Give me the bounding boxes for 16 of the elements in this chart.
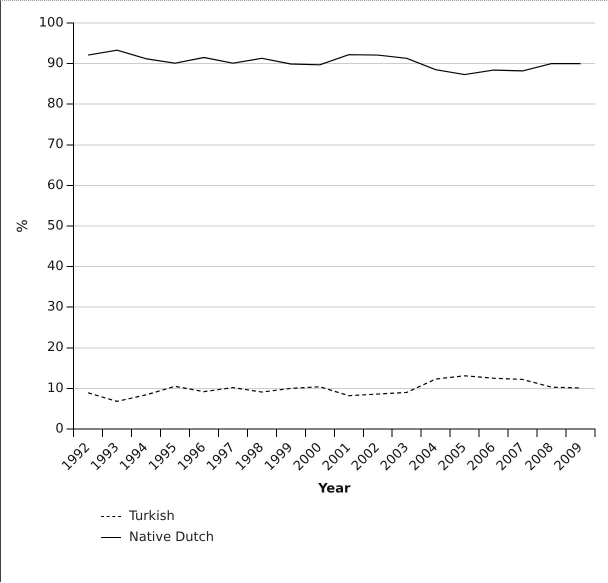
y-axis-title: % xyxy=(15,219,32,233)
y-tick-label: 20 xyxy=(47,340,64,356)
y-tick-label: 80 xyxy=(47,96,64,112)
y-tick-label: 90 xyxy=(47,56,64,71)
legend-label: Native Dutch xyxy=(129,530,214,545)
y-tick-label: 70 xyxy=(47,137,64,152)
y-tick-label: 50 xyxy=(47,218,64,234)
y-tick-label: 100 xyxy=(38,15,64,30)
y-tick-label: 60 xyxy=(47,178,64,193)
legend-label: Turkish xyxy=(129,509,175,524)
y-tick-label: 0 xyxy=(55,421,64,436)
y-tick-label: 40 xyxy=(47,258,64,274)
y-tick-label: 30 xyxy=(47,300,64,315)
y-tick-label: 10 xyxy=(47,380,64,396)
x-axis-title: Year xyxy=(317,482,351,497)
line-series xyxy=(87,375,582,402)
